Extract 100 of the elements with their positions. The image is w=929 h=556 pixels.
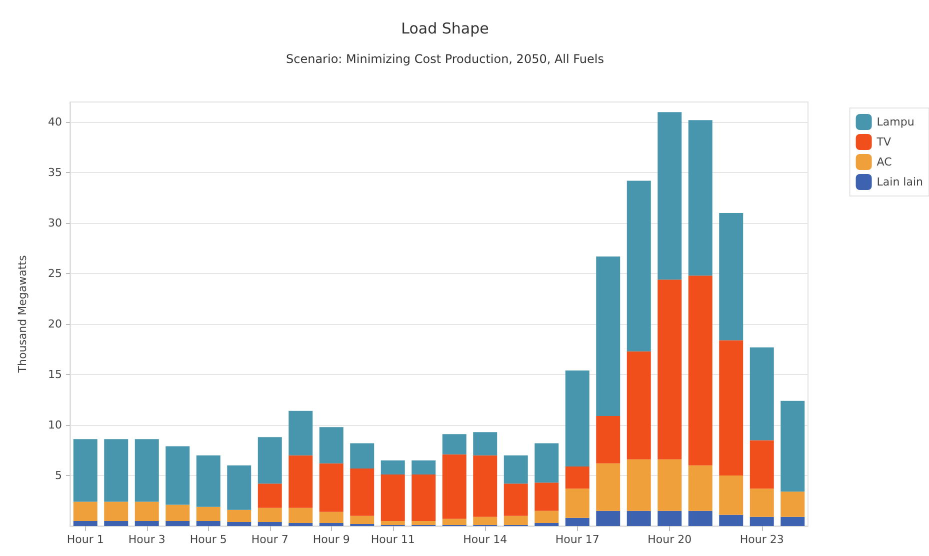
bar [380,520,405,525]
x-tick-label: Hour 5 [190,533,227,546]
bar [626,180,651,352]
bar [73,502,98,521]
x-tick-label: Hour 20 [648,533,692,546]
bar [380,474,405,521]
bar [134,520,159,526]
chart-subtitle: Scenario: Minimizing Cost Production, 2050, All Fuels [286,52,604,66]
bar [258,437,282,484]
bar [227,510,252,522]
x-tick-label: Hour 7 [251,533,288,546]
bar [350,443,374,468]
bar [104,439,128,502]
x-tick-label: Hour 3 [128,533,166,546]
bar [73,439,98,502]
bar [534,482,559,511]
bar [288,522,313,526]
bar [504,484,528,516]
bar [196,455,220,507]
bar [350,516,374,524]
bar [596,463,620,511]
bar [258,508,282,522]
bar [504,455,528,484]
bar [412,520,436,525]
bar [288,410,313,456]
bar [319,463,344,512]
bar [780,492,805,517]
bar [504,516,528,525]
bar [380,460,405,475]
legend-label: Lain lain [876,176,924,188]
bar [750,516,774,526]
legend-label: Lampu [876,116,914,128]
bar [750,488,774,517]
bar [473,432,498,456]
y-tick-label: 40 [48,116,62,129]
bar [442,434,466,454]
chart-title: Load Shape [401,20,489,38]
bar [319,512,344,523]
bar [412,474,436,521]
bar [166,446,190,505]
y-tick-label: 5 [55,469,62,482]
y-tick-label: 25 [48,267,62,280]
bar [658,459,682,511]
bar [688,465,712,511]
bar [780,400,805,492]
bar [258,484,282,508]
bar [750,347,774,440]
bar [750,440,774,489]
bar [196,520,220,526]
y-axis-title: Thousand Megawatts [16,255,29,374]
bar [626,459,651,511]
bar [719,213,744,340]
bar [288,508,313,523]
bar [534,510,559,523]
legend-label: TV [876,136,892,148]
bar [565,518,590,526]
bar [658,280,682,460]
bar [319,427,344,464]
bar [166,520,190,526]
bar [73,520,98,526]
bar [104,502,128,521]
x-tick-label: Hour 9 [312,533,350,546]
x-tick-label: Hour 14 [463,533,508,546]
y-tick-label: 10 [48,418,62,432]
bar [565,370,590,466]
bar [319,522,344,526]
legend-label: AC [876,156,892,168]
bar [473,455,498,517]
bar [719,476,744,515]
bar [288,455,313,508]
bar [626,351,651,460]
bar [227,522,252,526]
bar [134,439,159,502]
bar [565,488,590,518]
x-tick-label: Hour 11 [370,533,415,546]
bar [596,416,620,464]
bar [534,522,559,526]
y-tick-label: 15 [48,368,62,382]
bar [596,510,620,526]
bar [565,466,590,489]
y-tick-label: 35 [48,166,62,180]
bar [534,443,559,483]
bar [658,510,682,526]
bar [688,120,712,276]
bar [719,340,744,476]
bar [473,516,498,525]
y-tick-label: 20 [48,318,62,331]
bar [134,502,159,521]
bar [227,465,252,510]
bar [688,510,712,526]
x-tick-label: Hour 1 [66,533,104,546]
bar [442,454,466,519]
bar [412,460,436,475]
bar [780,516,805,526]
bar [166,504,190,521]
x-tick-label: Hour 23 [740,533,784,546]
bar [688,276,712,466]
x-tick-label: Hour 17 [555,533,600,546]
bar [719,514,744,526]
y-tick-label: 30 [48,216,62,230]
